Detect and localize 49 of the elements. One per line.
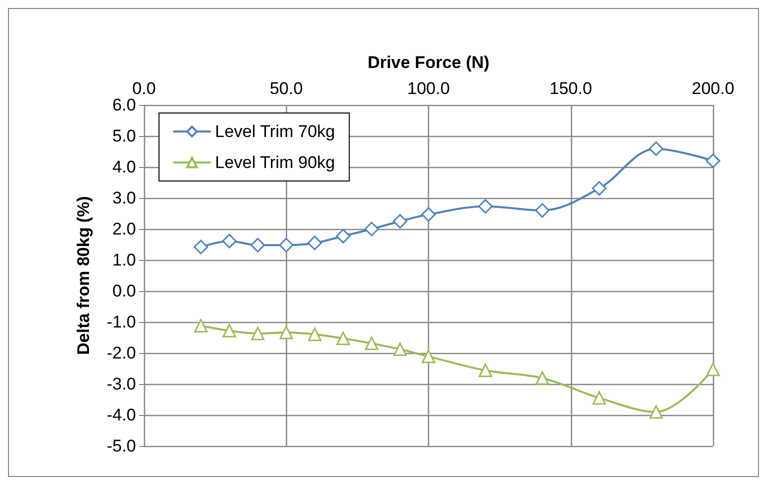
point: [393, 342, 407, 356]
legend-label: Level Trim 90kg: [215, 153, 335, 172]
point: [194, 318, 208, 332]
x-tick-label: 50.0: [270, 79, 303, 98]
y-tick-label: 0.0: [112, 282, 136, 300]
point: [307, 236, 322, 250]
x-tick-label: 0.0: [132, 79, 156, 98]
x-tick-label: 150.0: [549, 79, 592, 98]
point: [535, 203, 550, 218]
point: [251, 326, 265, 340]
point: [336, 228, 350, 244]
y-tick-label: 5.0: [112, 126, 136, 146]
point: [222, 324, 236, 338]
point: [308, 328, 322, 342]
point: [706, 362, 720, 376]
legend-label: Level Trim 70kg: [215, 122, 335, 141]
point: [392, 214, 408, 228]
point: [536, 371, 550, 385]
point: [706, 154, 720, 168]
point: [592, 181, 606, 196]
point: [222, 234, 237, 248]
point: [194, 240, 208, 254]
point: [279, 238, 294, 252]
y-tick-label: 4.0: [112, 158, 136, 176]
y-tick-label: 1.0: [112, 250, 136, 270]
point: [478, 364, 492, 378]
point: [422, 350, 436, 364]
y-tick-label: 6.0: [112, 96, 136, 114]
point: [250, 238, 266, 252]
point: [592, 391, 606, 405]
point: [336, 332, 350, 346]
point: [648, 141, 664, 156]
y-tick-label: -5.0: [106, 436, 136, 456]
point: [478, 199, 493, 214]
point: [421, 207, 436, 222]
point: [649, 405, 663, 419]
y-axis-title: Delta from 80kg (%): [74, 196, 93, 355]
y-tick-label: -1.0: [106, 312, 136, 332]
x-tick-label: 200.0: [692, 79, 734, 98]
point: [280, 326, 293, 340]
x-tick-label: 100.0: [407, 79, 450, 98]
y-tick-label: 3.0: [112, 188, 136, 208]
point: [364, 336, 378, 350]
y-tick-label: -3.0: [106, 374, 136, 394]
y-tick-label: -2.0: [106, 344, 136, 362]
x-axis-title: Drive Force (N): [368, 53, 490, 72]
y-tick-label: -4.0: [106, 406, 136, 424]
y-tick-label: 2.0: [112, 220, 136, 238]
point: [364, 222, 379, 236]
